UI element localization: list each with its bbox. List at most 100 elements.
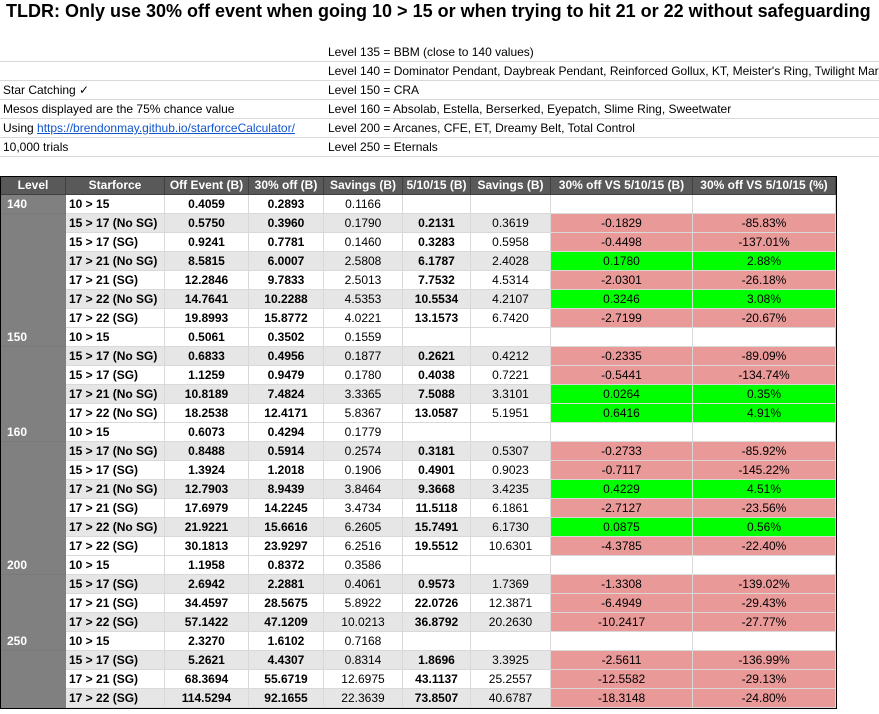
event-51015-cell: 7.5088: [403, 385, 471, 404]
thirty-off-cell: 2.2881: [249, 575, 324, 594]
off-event-cell: 17.6979: [165, 499, 249, 518]
level-cell-fill: [1, 309, 66, 328]
event-51015-cell: [403, 423, 471, 442]
off-event-cell: 8.5815: [165, 252, 249, 271]
note-right-1: Level 140 = Dominator Pendant, Daybreak …: [325, 62, 879, 81]
thirty-off-cell: 15.8772: [249, 309, 324, 328]
starforce-cell: 17 > 22 (No SG): [66, 290, 165, 309]
event-51015-cell: 0.2131: [403, 214, 471, 233]
vs-diff-cell: -0.4498: [551, 233, 693, 252]
calculator-link[interactable]: https://brendonmay.github.io/starforceCa…: [37, 121, 295, 135]
event-51015-cell: 19.5512: [403, 537, 471, 556]
vs-diff-cell: -10.2417: [551, 613, 693, 632]
level-cell-fill: [1, 347, 66, 366]
thirty-off-cell: 15.6616: [249, 518, 324, 537]
off-event-cell: 19.8993: [165, 309, 249, 328]
off-event-cell: 30.1813: [165, 537, 249, 556]
vs-percent-cell: 0.35%: [693, 385, 836, 404]
thirty-off-cell: 55.6719: [249, 670, 324, 689]
note-right-4: Level 200 = Arcanes, CFE, ET, Dreamy Bel…: [325, 119, 879, 138]
level-cell-fill: [1, 613, 66, 632]
vs-percent-cell: [693, 423, 836, 442]
level-cell-fill: [1, 480, 66, 499]
savings2-cell: 6.1730: [471, 518, 551, 537]
vs-diff-cell: 0.3246: [551, 290, 693, 309]
level-cell-fill: [1, 366, 66, 385]
event-51015-cell: 43.1137: [403, 670, 471, 689]
savings-cell: 0.8314: [324, 651, 403, 670]
thirty-off-cell: 47.1209: [249, 613, 324, 632]
vs-diff-cell: 0.0875: [551, 518, 693, 537]
starforce-cell: 17 > 21 (No SG): [66, 252, 165, 271]
level-cell-fill: [1, 461, 66, 480]
thirty-off-cell: 0.3960: [249, 214, 324, 233]
thirty-off-cell: 6.0007: [249, 252, 324, 271]
savings-cell: 3.4734: [324, 499, 403, 518]
level-cell: 140: [1, 195, 66, 214]
savings-cell: 0.1780: [324, 366, 403, 385]
savings-cell: 3.8464: [324, 480, 403, 499]
note-left-4: Using https://brendonmay.github.io/starf…: [0, 119, 325, 138]
thirty-off-cell: 0.7781: [249, 233, 324, 252]
thirty-off-cell: 12.4171: [249, 404, 324, 423]
level-cell-fill: [1, 404, 66, 423]
savings2-cell: 25.2557: [471, 670, 551, 689]
savings-cell: 6.2605: [324, 518, 403, 537]
level-cell-fill: [1, 442, 66, 461]
starforce-cell: 15 > 17 (SG): [66, 575, 165, 594]
vs-percent-cell: 4.51%: [693, 480, 836, 499]
vs-percent-cell: [693, 328, 836, 347]
note-right-5: Level 250 = Eternals: [325, 138, 879, 157]
column-header-6: Savings (B): [471, 176, 551, 195]
savings2-cell: 10.6301: [471, 537, 551, 556]
starforce-cell: 15 > 17 (No SG): [66, 347, 165, 366]
savings2-cell: 5.1951: [471, 404, 551, 423]
savings2-cell: [471, 328, 551, 347]
level-cell-fill: [1, 499, 66, 518]
level-cell-fill: [1, 271, 66, 290]
savings2-cell: 0.7221: [471, 366, 551, 385]
starforce-cell: 17 > 22 (SG): [66, 537, 165, 556]
starforce-cell: 15 > 17 (SG): [66, 233, 165, 252]
level-cell-fill: [1, 290, 66, 309]
savings2-cell: 4.5314: [471, 271, 551, 290]
column-header-8: 30% off VS 5/10/15 (%): [693, 176, 836, 195]
vs-percent-cell: -23.56%: [693, 499, 836, 518]
vs-diff-cell: -0.2335: [551, 347, 693, 366]
savings2-cell: [471, 423, 551, 442]
savings-cell: 12.6975: [324, 670, 403, 689]
off-event-cell: 12.2846: [165, 271, 249, 290]
vs-percent-cell: 4.91%: [693, 404, 836, 423]
vs-percent-cell: 0.56%: [693, 518, 836, 537]
event-51015-cell: [403, 328, 471, 347]
event-51015-cell: 0.4038: [403, 366, 471, 385]
savings-cell: 6.2516: [324, 537, 403, 556]
note-text: Using: [3, 121, 38, 135]
thirty-off-cell: 10.2288: [249, 290, 324, 309]
event-51015-cell: 0.3181: [403, 442, 471, 461]
vs-percent-cell: -139.02%: [693, 575, 836, 594]
savings-cell: 0.1779: [324, 423, 403, 442]
off-event-cell: 0.9241: [165, 233, 249, 252]
column-header-2: Off Event (B): [165, 176, 249, 195]
vs-diff-cell: [551, 328, 693, 347]
starforce-cell: 17 > 21 (SG): [66, 670, 165, 689]
note-right-2: Level 150 = CRA: [325, 81, 879, 100]
event-51015-cell: 15.7491: [403, 518, 471, 537]
level-cell-fill: [1, 518, 66, 537]
vs-diff-cell: [551, 632, 693, 651]
off-event-cell: 10.8189: [165, 385, 249, 404]
savings2-cell: 6.1861: [471, 499, 551, 518]
vs-percent-cell: -85.83%: [693, 214, 836, 233]
off-event-cell: 21.9221: [165, 518, 249, 537]
note-left-2: Star Catching ✓: [0, 81, 325, 100]
vs-diff-cell: -2.5611: [551, 651, 693, 670]
vs-percent-cell: 2.88%: [693, 252, 836, 271]
thirty-off-cell: 0.4294: [249, 423, 324, 442]
savings-cell: 5.8367: [324, 404, 403, 423]
savings2-cell: 0.3619: [471, 214, 551, 233]
level-cell-fill: [1, 670, 66, 689]
vs-diff-cell: -12.5582: [551, 670, 693, 689]
starforce-cell: 10 > 15: [66, 556, 165, 575]
thirty-off-cell: 23.9297: [249, 537, 324, 556]
